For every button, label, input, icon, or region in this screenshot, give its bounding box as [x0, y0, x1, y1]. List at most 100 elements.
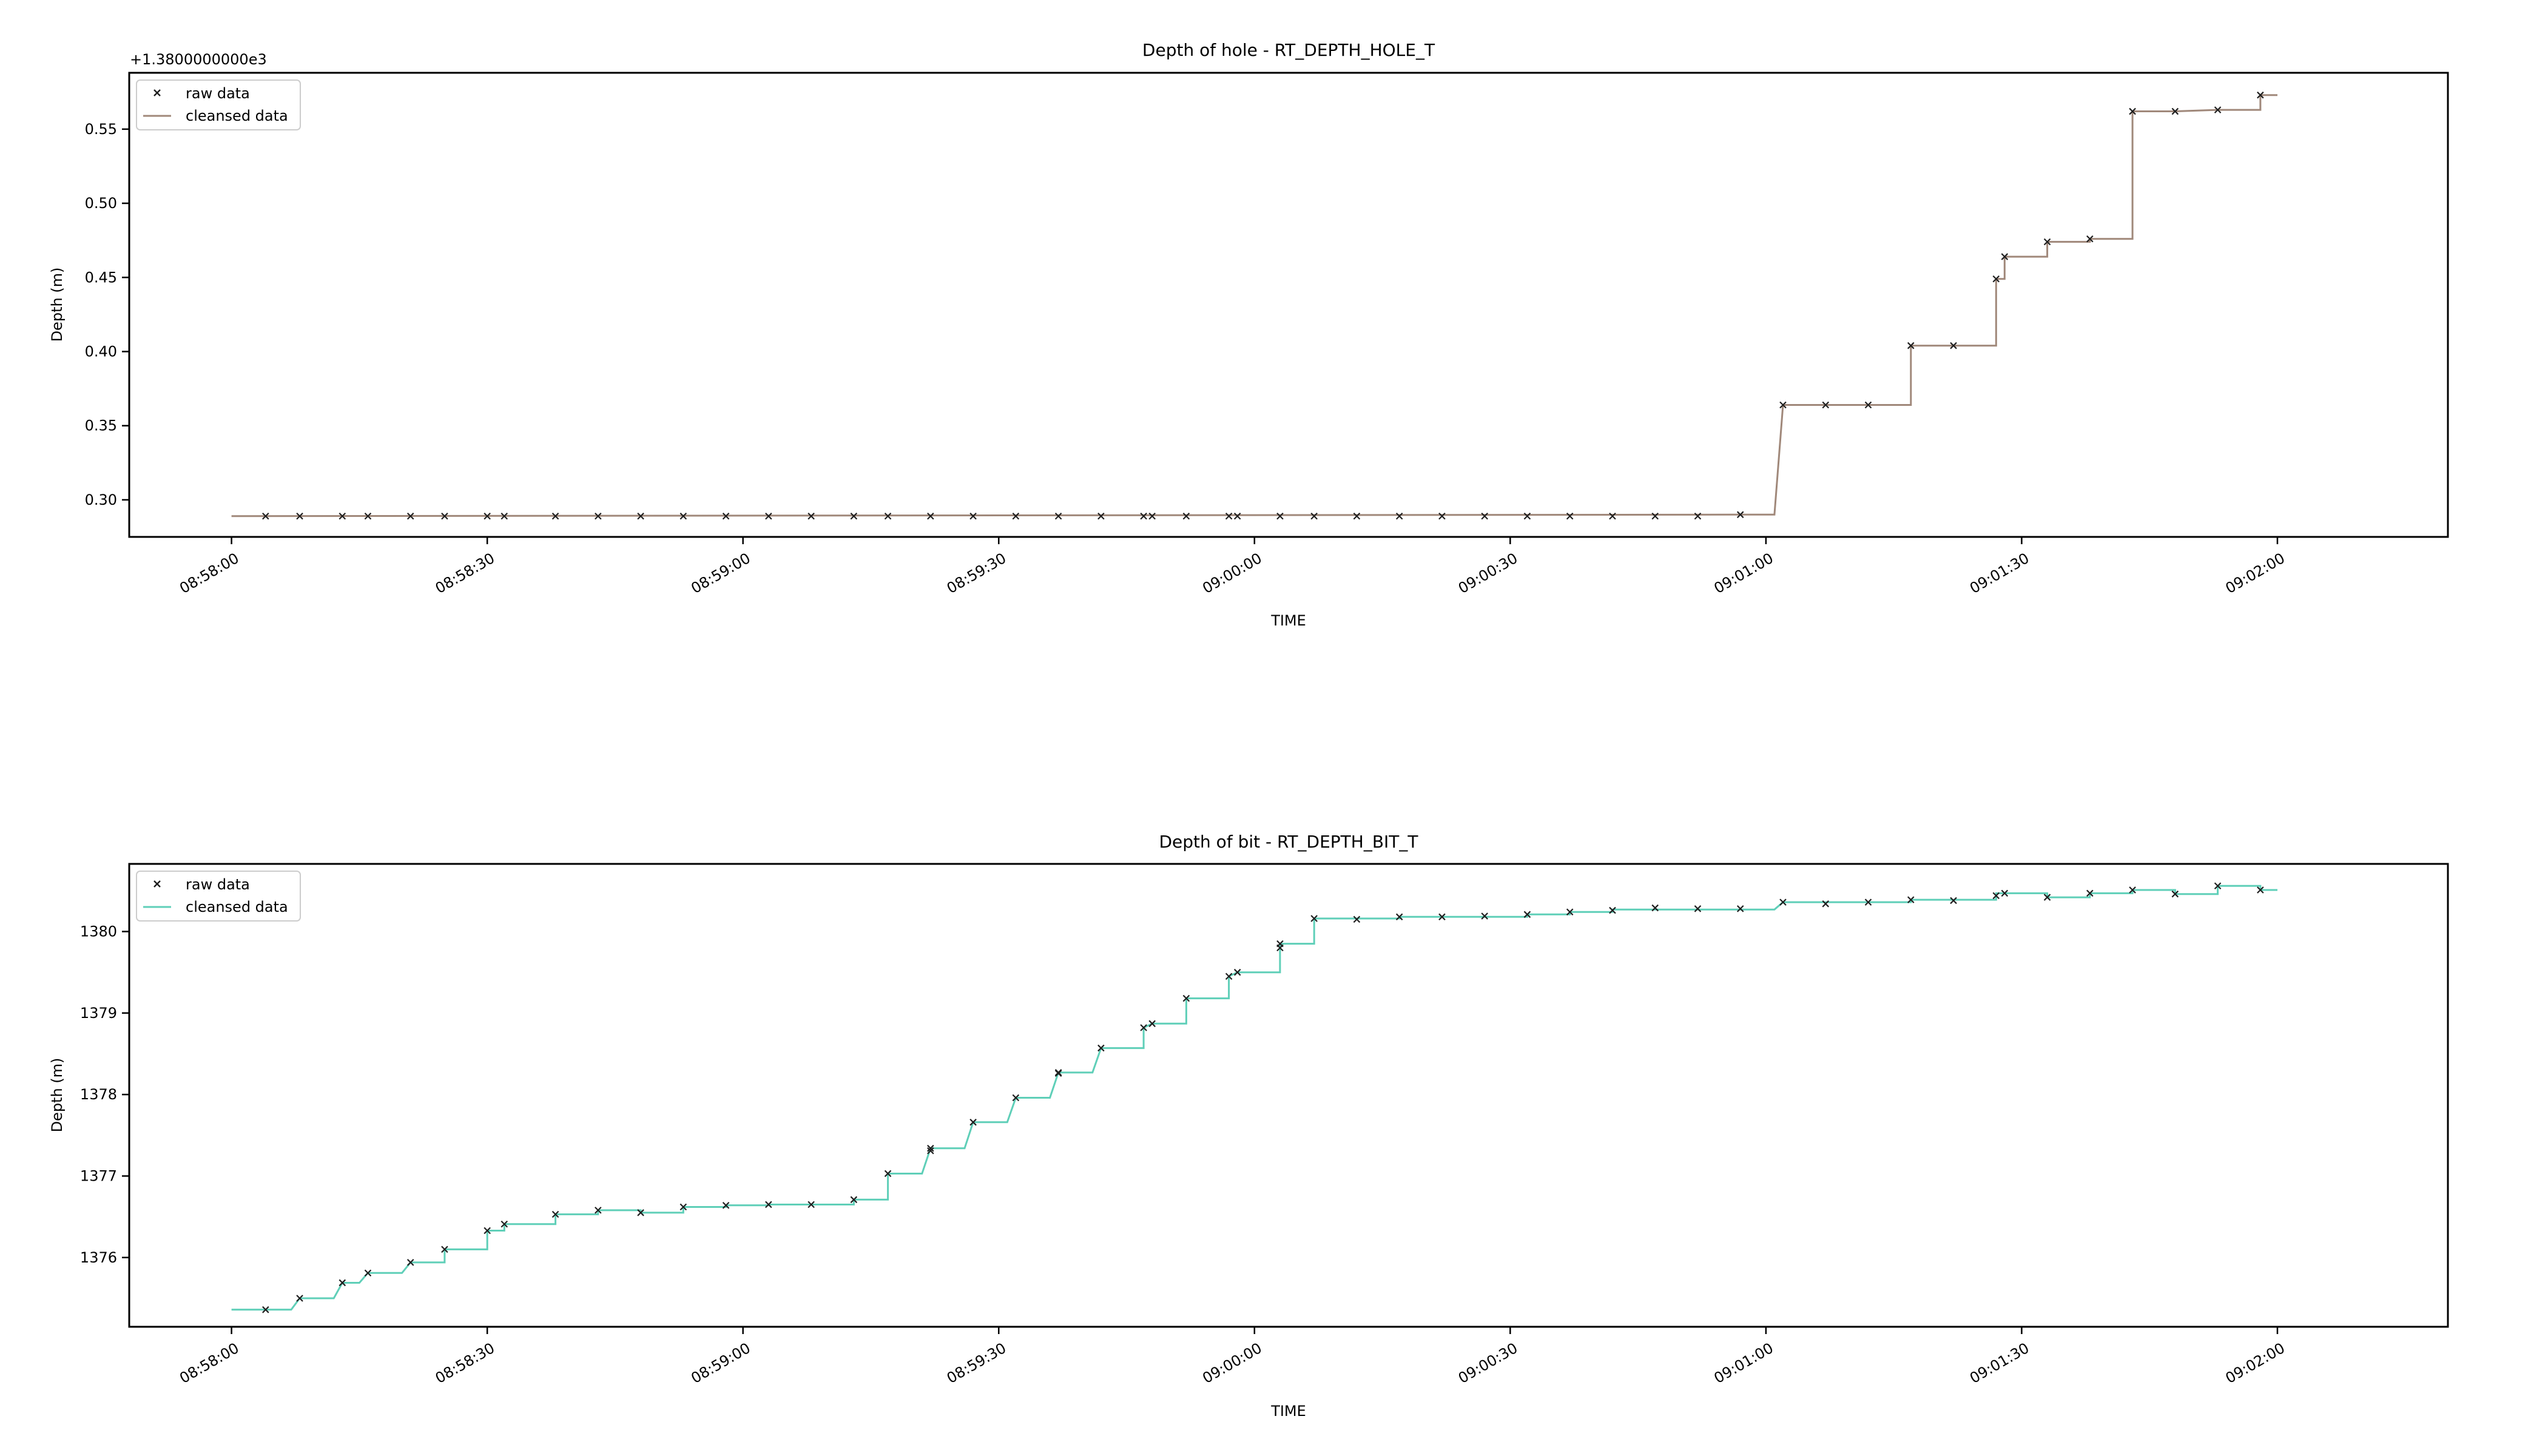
raw-data-point	[969, 513, 977, 520]
raw-data-point	[1950, 897, 1957, 905]
raw-data-point	[1481, 513, 1488, 520]
raw-data-point	[807, 513, 815, 520]
raw-data-point	[1182, 994, 1190, 1002]
x-axis-label: TIME	[1270, 612, 1306, 629]
raw-data-point	[1233, 513, 1241, 520]
raw-data-point	[1481, 912, 1488, 920]
raw-data-point	[1054, 1069, 1062, 1076]
raw-data-point	[1822, 900, 1830, 908]
plot-area	[231, 882, 2277, 1313]
raw-data-point	[1736, 905, 1744, 912]
raw-data-point	[722, 1202, 730, 1209]
raw-data-point	[551, 513, 559, 520]
raw-data-point	[1651, 513, 1659, 520]
raw-data-point	[1395, 913, 1403, 921]
raw-data-point	[1864, 898, 1872, 906]
raw-data-point	[296, 1295, 303, 1302]
raw-data-point	[2043, 894, 2051, 901]
y-offset-label: +1.3800000000e3	[130, 51, 267, 68]
raw-data-point	[262, 1306, 269, 1313]
raw-data-point	[1992, 275, 2000, 283]
raw-data-point	[339, 513, 346, 520]
raw-data-point	[2001, 253, 2009, 260]
raw-data-point	[850, 1196, 858, 1204]
chart-title: Depth of hole - RT_DEPTH_HOLE_T	[1142, 40, 1435, 60]
raw-data-point	[1523, 513, 1531, 520]
y-tick-label: 1378	[80, 1086, 117, 1103]
raw-data-point	[1012, 513, 1020, 520]
raw-data-point	[1310, 915, 1318, 922]
raw-data-point	[1233, 968, 1241, 976]
raw-data-point	[1566, 908, 1574, 916]
axes-frame	[128, 863, 2449, 1328]
legend-label-cleansed: cleansed data	[186, 107, 288, 124]
raw-data-point	[765, 513, 772, 520]
plot-area	[231, 91, 2277, 520]
raw-data-point	[339, 1279, 346, 1287]
raw-data-point	[1148, 513, 1156, 520]
raw-data-point	[595, 513, 602, 520]
y-ticks: 0.30 0.35 0.40 0.45 0.50 0.55	[85, 121, 129, 508]
raw-data-point	[1097, 1044, 1105, 1052]
raw-data-point	[679, 1203, 687, 1211]
y-tick-label: 1377	[80, 1167, 117, 1184]
raw-data-point	[1822, 401, 1830, 409]
raw-data-point	[1353, 915, 1361, 923]
raw-data-point	[637, 513, 644, 520]
raw-data-point	[765, 1201, 772, 1208]
raw-data-point	[1140, 1024, 1147, 1031]
raw-data-point	[1054, 513, 1062, 520]
raw-data-point	[1779, 898, 1787, 906]
raw-data-point	[807, 1201, 815, 1208]
y-tick-label: 1376	[80, 1249, 117, 1266]
raw-data-point	[406, 513, 414, 520]
x-axis-label: TIME	[1270, 1403, 1306, 1420]
raw-data-point	[1779, 401, 1787, 409]
raw-data-point	[2086, 235, 2094, 243]
raw-data-point	[1694, 905, 1702, 912]
raw-data-point	[500, 513, 508, 520]
raw-data-point	[679, 513, 687, 520]
raw-data-point	[2043, 238, 2051, 246]
y-tick-label: 1380	[80, 923, 117, 940]
raw-data-point	[484, 513, 491, 520]
raw-data-point	[1276, 513, 1284, 520]
raw-data-point	[1310, 513, 1318, 520]
raw-data-point	[1736, 511, 1744, 519]
legend-raw-marker	[153, 880, 161, 888]
raw-data-point	[551, 1210, 559, 1218]
raw-data-point	[1609, 906, 1616, 914]
raw-data-point	[927, 1145, 934, 1152]
legend-label-raw: raw data	[186, 85, 250, 102]
legend-label-raw: raw data	[186, 876, 250, 893]
y-tick-label: 0.55	[85, 121, 117, 138]
legend-box	[136, 871, 301, 922]
raw-data-point	[2086, 889, 2094, 897]
y-tick-label: 1379	[80, 1005, 117, 1022]
raw-data-point	[1148, 1020, 1156, 1028]
raw-data-point	[1907, 342, 1915, 349]
legend-raw-marker	[153, 89, 161, 96]
raw-data-point	[500, 1220, 508, 1228]
raw-data-point	[969, 1119, 977, 1126]
raw-data-point	[1353, 513, 1361, 520]
y-tick-label: 0.35	[85, 417, 117, 434]
raw-data-point	[262, 513, 269, 520]
y-tick-label: 0.40	[85, 343, 117, 360]
raw-data-point	[484, 1227, 491, 1235]
raw-data-point	[1609, 513, 1616, 520]
raw-data-point	[364, 513, 372, 520]
raw-data-point	[850, 513, 858, 520]
raw-data-point	[1097, 513, 1105, 520]
chart-title: Depth of bit - RT_DEPTH_BIT_T	[1159, 832, 1419, 852]
raw-data-point	[1694, 513, 1702, 520]
y-axis-label: Depth (m)	[49, 268, 66, 342]
raw-data-point	[1566, 513, 1574, 520]
raw-data-point	[2171, 890, 2179, 898]
raw-data-point	[927, 1147, 934, 1154]
raw-data-point	[1523, 911, 1531, 918]
raw-data-point	[1225, 513, 1233, 520]
raw-data-point	[2171, 107, 2179, 115]
